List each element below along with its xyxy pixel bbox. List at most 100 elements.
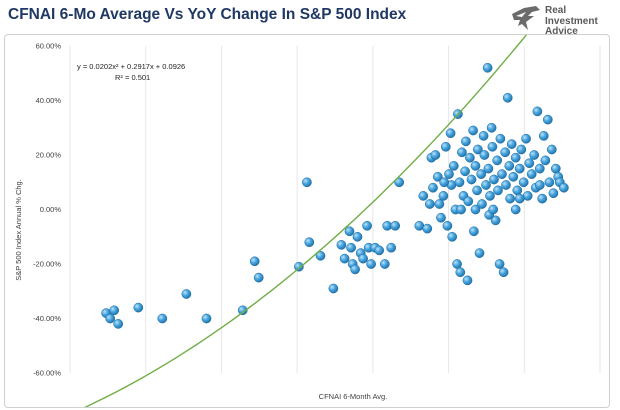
data-point xyxy=(537,193,548,204)
data-point xyxy=(514,193,525,204)
y-axis-ticks: 60.00% 40.00% 20.00% 0.00% -20.00% -40.00% -60… xyxy=(33,42,61,378)
data-point xyxy=(315,250,326,261)
data-point xyxy=(439,177,450,188)
brand-logo: Real Investment Advice xyxy=(510,4,616,40)
data-point xyxy=(455,267,466,278)
data-point xyxy=(518,177,529,188)
data-point xyxy=(328,283,339,294)
data-point xyxy=(489,174,499,185)
data-point xyxy=(461,136,471,147)
data-point xyxy=(304,237,315,248)
data-point xyxy=(454,177,465,188)
y-tick-label: 20.00% xyxy=(36,151,62,160)
data-point xyxy=(336,240,347,250)
data-point xyxy=(113,319,124,329)
data-point xyxy=(462,275,473,286)
data-point xyxy=(302,177,312,188)
data-point xyxy=(538,131,549,141)
data-points xyxy=(101,62,569,329)
data-point xyxy=(339,253,350,264)
data-point xyxy=(201,313,212,324)
data-point xyxy=(444,169,454,179)
data-point xyxy=(524,158,535,169)
data-point xyxy=(105,313,116,324)
chart-frame: 60.00% 40.00% 20.00% 0.00% -20.00% -40.00% -60… xyxy=(4,34,610,408)
data-point xyxy=(521,133,531,144)
data-point xyxy=(469,226,479,237)
data-point xyxy=(428,182,438,193)
data-point xyxy=(548,188,559,199)
data-point xyxy=(481,180,491,190)
data-point xyxy=(559,182,569,193)
data-point xyxy=(479,150,490,160)
y-tick-label: 40.00% xyxy=(36,96,62,105)
eagle-logo-icon xyxy=(512,6,540,30)
data-point xyxy=(532,106,543,117)
brand-line-3: Advice xyxy=(545,26,578,37)
data-point xyxy=(544,177,555,188)
data-point xyxy=(463,196,474,207)
data-point xyxy=(510,204,521,215)
data-point xyxy=(424,199,435,209)
x-axis-title: CFNAI 6-Month Avg. xyxy=(319,392,388,401)
data-point xyxy=(374,245,385,256)
data-point xyxy=(506,139,517,149)
data-point xyxy=(550,163,561,174)
data-point xyxy=(516,144,527,155)
chart-title: CFNAI 6-Mo Average Vs YoY Change In S&P … xyxy=(8,6,407,23)
data-point xyxy=(460,166,470,177)
data-point xyxy=(529,150,540,160)
data-point xyxy=(109,305,120,316)
data-point xyxy=(432,171,443,182)
data-point xyxy=(500,147,511,158)
data-point xyxy=(465,152,475,163)
data-point xyxy=(483,163,494,174)
data-point xyxy=(497,169,507,179)
data-point xyxy=(488,204,499,215)
data-point xyxy=(526,169,537,179)
y-tick-label: -20.00% xyxy=(33,260,61,269)
data-point xyxy=(394,177,405,188)
data-point xyxy=(442,220,453,231)
data-point xyxy=(514,163,525,174)
data-point xyxy=(474,248,485,258)
data-point xyxy=(505,193,515,204)
y-tick-label: -60.00% xyxy=(33,369,61,378)
data-point xyxy=(476,169,487,179)
data-point xyxy=(468,125,478,136)
data-point xyxy=(470,204,481,215)
data-point xyxy=(237,305,248,316)
data-point xyxy=(546,144,557,155)
data-point xyxy=(440,141,451,152)
data-point xyxy=(485,191,495,201)
gridlines xyxy=(69,46,601,373)
data-point xyxy=(478,131,489,141)
data-point xyxy=(366,259,376,269)
scatter-chart: 60.00% 40.00% 20.00% 0.00% -20.00% -40.00% -60… xyxy=(14,35,601,407)
y-tick-label: -40.00% xyxy=(33,314,61,323)
data-point xyxy=(253,272,264,283)
data-point xyxy=(346,242,356,253)
data-point xyxy=(508,171,519,182)
data-point xyxy=(482,62,493,73)
data-point xyxy=(534,163,545,174)
data-point xyxy=(487,141,498,152)
y-tick-label: 0.00% xyxy=(40,205,62,214)
data-point xyxy=(477,199,487,209)
data-point xyxy=(498,267,509,278)
data-point xyxy=(352,231,363,242)
data-point xyxy=(379,259,390,269)
data-point xyxy=(445,128,456,139)
data-point xyxy=(493,185,503,196)
data-point xyxy=(430,150,441,160)
data-point xyxy=(438,191,449,201)
data-point xyxy=(492,155,503,166)
data-point xyxy=(456,204,466,215)
data-point xyxy=(490,215,501,226)
data-point xyxy=(473,144,483,155)
trendline-equation: y = 0.0202x² + 0.2917x + 0.0926 xyxy=(77,62,185,71)
data-point xyxy=(294,261,304,272)
y-tick-label: 60.00% xyxy=(36,42,62,51)
data-point xyxy=(350,264,360,275)
brand-line-2: Investment xyxy=(545,15,598,27)
